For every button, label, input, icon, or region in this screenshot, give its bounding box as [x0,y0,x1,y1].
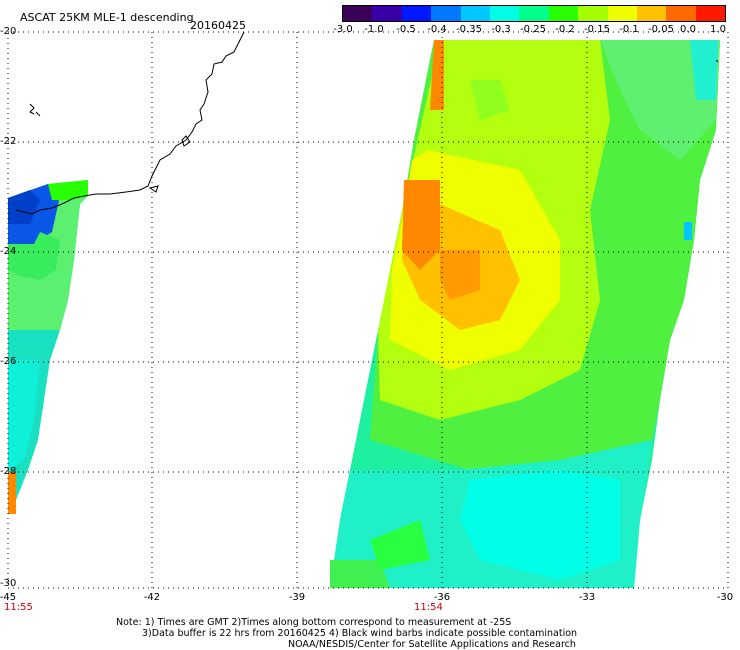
lat-label: -28 [0,466,17,477]
colorbar-label: -0.15 [584,24,610,35]
lat-label: -22 [0,136,17,147]
colorbar-swatch [607,6,637,21]
colorbar [342,5,726,22]
colorbar-label: -0.1 [619,24,639,35]
colorbar-label: -0.05 [648,24,674,35]
colorbar-swatch [372,6,402,21]
colorbar-swatch [666,6,696,21]
colorbar-label: 0.0 [680,24,696,35]
colorbar-swatch [695,6,726,21]
lat-label: -20 [0,26,17,37]
colorbar-swatch [548,6,579,21]
colorbar-swatch [578,6,608,21]
lon-label: -30 [716,592,734,603]
colorbar-swatch [401,6,432,21]
colorbar-label: -0.2 [555,24,575,35]
colorbar-label: -3.0 [333,24,353,35]
colorbar-swatch [636,6,667,21]
colorbar-label: 1.0 [710,24,726,35]
map-date: 20160425 [190,19,246,32]
colorbar-label: -0.5 [396,24,416,35]
colorbar-swatch [343,6,373,21]
colorbar-label: -1.0 [364,24,384,35]
lon-label: -42 [143,592,161,603]
colorbar-label: -0.35 [456,24,482,35]
lon-label: -39 [288,592,306,603]
lat-label: -30 [0,578,17,589]
right-swath [330,40,720,588]
lat-lon-grid [7,31,729,589]
lat-label: -26 [0,356,17,367]
colorbar-swatch [489,6,520,21]
lon-label: -36 [433,592,451,603]
note-line-3: NOAA/NESDIS/Center for Satellite Applica… [288,639,576,650]
colorbar-label: -0.4 [427,24,447,35]
left-swath [8,180,88,515]
coastline [15,31,719,215]
colorbar-labels: -3.0 -1.0 -0.5 -0.4 -0.35 -0.3 -0.25 -0.… [326,24,740,36]
time-label-middle: 11:54 [414,602,443,613]
colorbar-swatch [519,6,549,21]
colorbar-label: -0.25 [520,24,546,35]
colorbar-swatch [460,6,490,21]
colorbar-swatch [431,6,461,21]
note-line-2: 3)Data buffer is 22 hrs from 20160425 4)… [142,628,578,639]
map-title: ASCAT 25KM MLE-1 descending [20,11,194,24]
lon-label: -33 [578,592,596,603]
colorbar-label: -0.3 [491,24,511,35]
time-label-left: 11:55 [4,602,33,613]
note-line-1: Note: 1) Times are GMT 2)Times along bot… [116,617,512,628]
lon-label: -45 [0,592,17,603]
lat-label: -24 [0,246,17,257]
